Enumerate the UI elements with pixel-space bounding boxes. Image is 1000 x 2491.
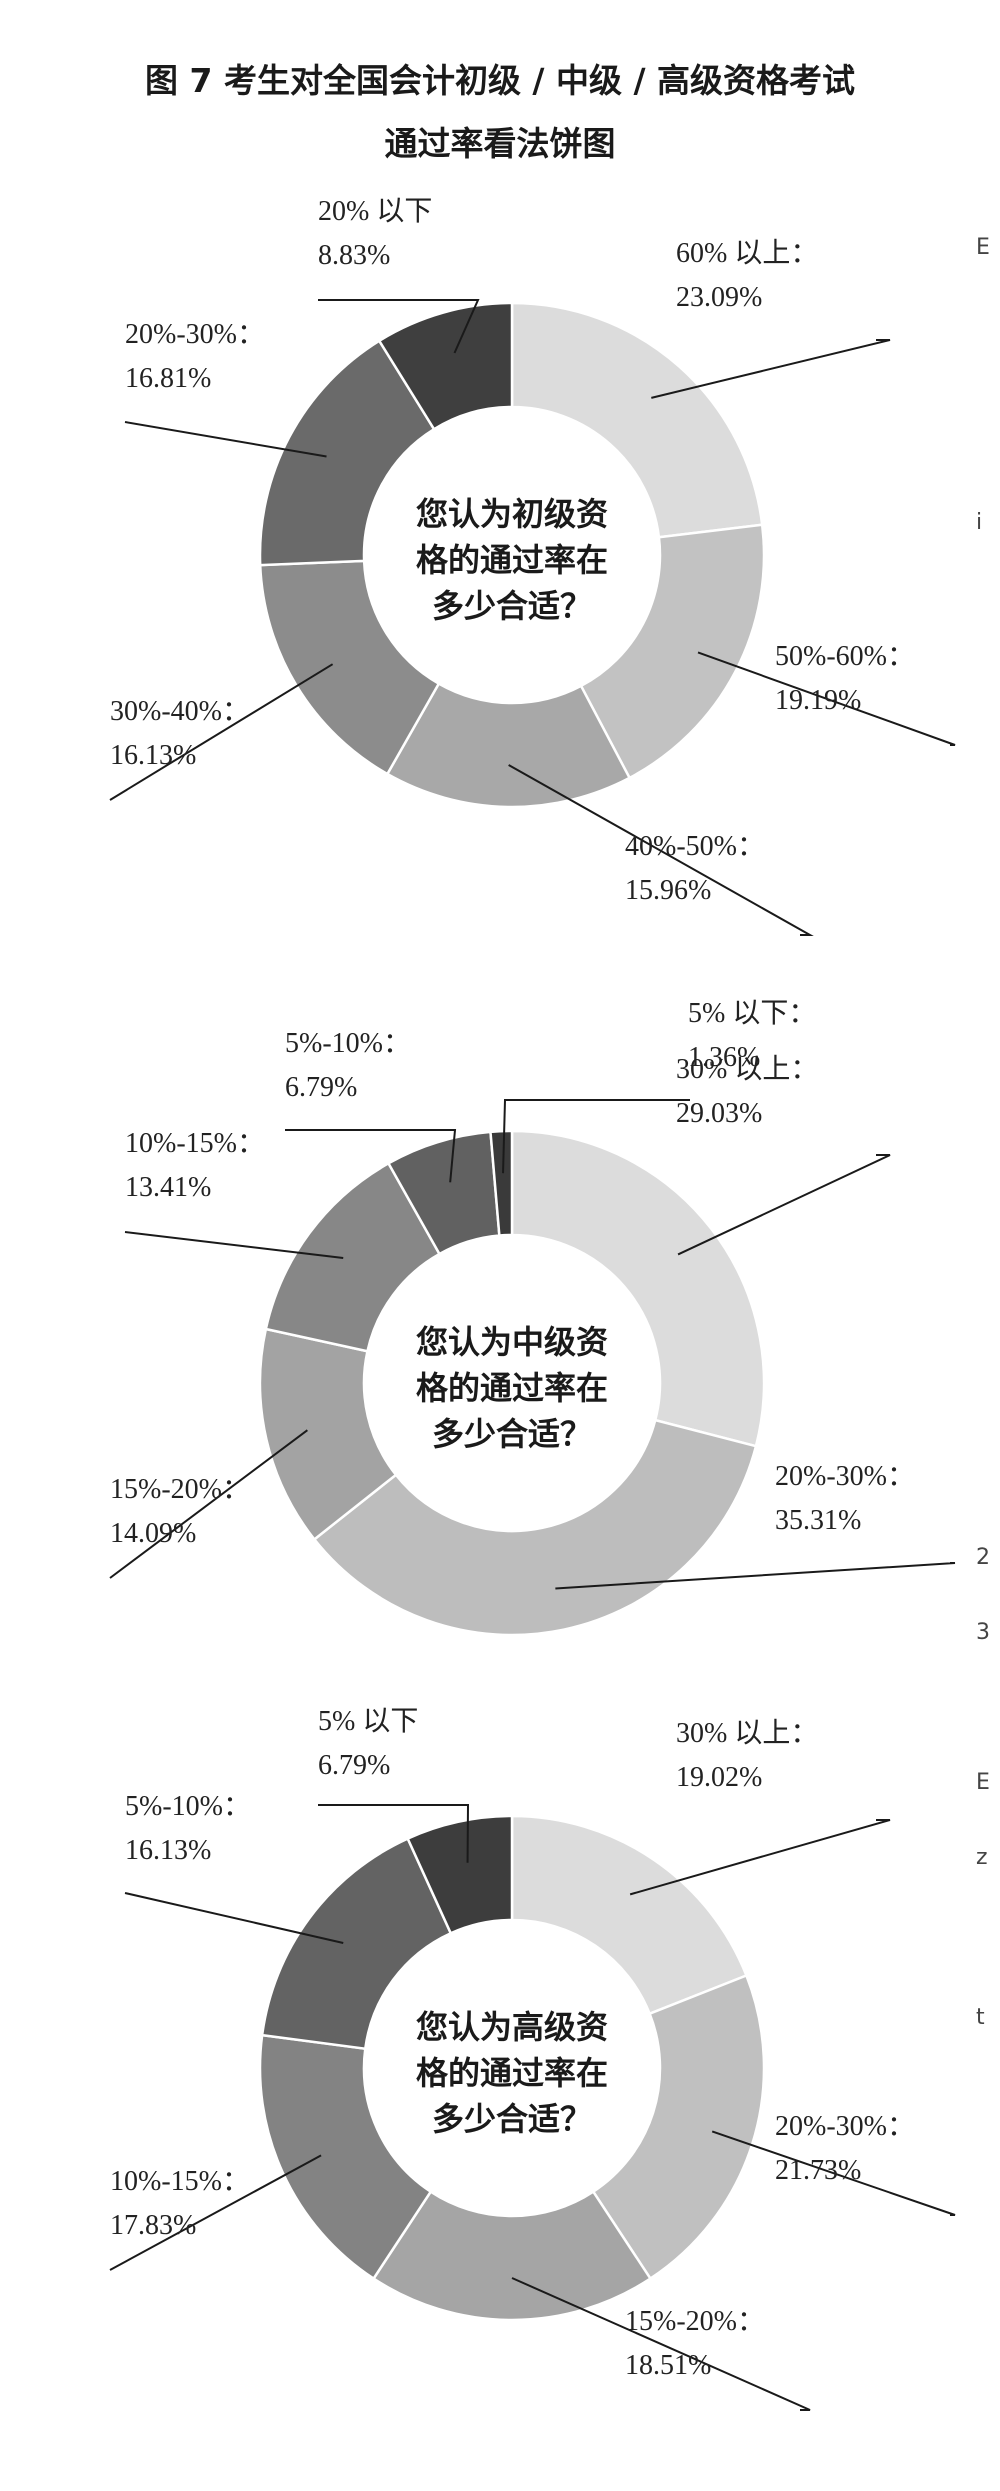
donut-center-text: 多少合适？	[432, 2100, 592, 2138]
slice-value-label: 29.03%	[676, 1098, 762, 1129]
slice-category-label: 50%-60%：	[775, 641, 915, 672]
figure-title-line1: 图 7 考生对全国会计初级 / 中级 / 高级资格考试	[145, 61, 855, 100]
slice-category-label: 5%-10%：	[125, 1791, 251, 1822]
slice-category-label: 20% 以下	[318, 196, 432, 227]
slice-category-label: 30% 以上：	[676, 1718, 818, 1749]
donut-slice	[371, 2189, 653, 2322]
edge-glyph: 3	[976, 1620, 990, 1645]
slice-value-label: 23.09%	[676, 282, 762, 313]
edge-glyph: t	[976, 2005, 985, 2030]
slice-category-label: 20%-30%：	[125, 319, 265, 350]
donut-slice	[406, 1814, 514, 1935]
slice-value-label: 13.41%	[125, 1172, 211, 1203]
slice-value-label: 16.13%	[110, 740, 196, 771]
slice-category-label: 30% 以上：	[676, 1054, 818, 1085]
edge-glyph: i	[976, 510, 983, 535]
slice-value-label: 6.79%	[318, 1750, 390, 1781]
slice-category-label: 20%-30%：	[775, 1461, 915, 1492]
charts-group: 60% 以上： 23.09% 50%-60%： 19.19% 40%-50%： 15.96…	[109, 196, 956, 2411]
donut-slice	[489, 1129, 514, 1237]
slice-category-label: 10%-15%：	[110, 2166, 250, 2197]
leader-line	[318, 1804, 470, 1863]
leader-line	[629, 1819, 891, 1896]
figure-title-line2: 通过率看法饼图	[385, 124, 616, 163]
slice-category-label: 15%-20%：	[625, 2306, 765, 2337]
slice-value-label: 8.83%	[318, 240, 390, 271]
leader-line	[124, 1231, 344, 1260]
slice-value-label: 18.51%	[625, 2350, 711, 2381]
leader-line	[555, 1562, 956, 1590]
slice-value-label: 15.96%	[625, 875, 711, 906]
slice-value-label: 16.13%	[125, 1835, 211, 1866]
donut-slice	[377, 301, 514, 431]
leader-line	[124, 421, 327, 458]
leader-line	[109, 663, 334, 801]
edge-glyph: 2	[976, 1545, 990, 1570]
slice-value-label: 6.79%	[285, 1072, 357, 1103]
donut-slice	[258, 2033, 433, 2281]
slice-value-label: 1.36%	[688, 1042, 760, 1073]
donut-slice	[260, 1836, 453, 2051]
donut-slice	[510, 1129, 766, 1448]
slice-value-label: 17.83%	[110, 2210, 196, 2241]
slice-category-label: 20%-30%：	[775, 2111, 915, 2142]
slice-category-label: 5%-10%：	[285, 1028, 411, 1059]
donut-slice	[591, 1973, 766, 2281]
slice-value-label: 14.09%	[110, 1518, 196, 1549]
donut-slice	[510, 301, 764, 539]
edge-glyph: E	[976, 1770, 990, 1795]
slice-category-label: 30%-40%：	[110, 696, 250, 727]
leader-line	[697, 651, 956, 746]
donut-center-text: 多少合适？	[432, 1415, 592, 1453]
leader-line	[677, 1154, 891, 1256]
donut-center-text: 您认为高级资	[416, 2008, 608, 2046]
donut-center-text: 格的通过率在	[416, 2054, 608, 2092]
leader-line	[651, 339, 891, 399]
leader-line	[511, 2277, 811, 2411]
edge-glyph: z	[976, 1845, 988, 1870]
donut-slice	[258, 559, 441, 776]
slice-value-label: 21.73%	[775, 2155, 861, 2186]
donut-slice	[579, 523, 766, 780]
donut-slice	[385, 681, 632, 809]
slice-category-label: 60% 以上：	[676, 238, 818, 269]
slice-value-label: 19.02%	[676, 1762, 762, 1793]
donut-slice	[510, 1814, 749, 2016]
slice-category-label: 10%-15%：	[125, 1128, 265, 1159]
donut-center-text: 格的通过率在	[416, 1369, 608, 1407]
donut-slice	[258, 339, 436, 567]
donut-center-text: 多少合适？	[432, 587, 592, 625]
leader-line	[711, 2130, 956, 2216]
slice-category-label: 15%-20%：	[110, 1474, 250, 1505]
leader-line	[109, 1429, 308, 1579]
leader-line	[318, 299, 480, 354]
donut-chart-2: 30% 以上： 29.03% 20%-30%： 35.31% 15%-20%： 14.09…	[109, 998, 956, 1637]
donut-center-text: 您认为中级资	[416, 1323, 608, 1361]
donut-chart-3: 30% 以上： 19.02% 20%-30%： 21.73% 15%-20%： 18.51…	[109, 1706, 956, 2411]
slice-category-label: 5% 以下	[318, 1706, 418, 1737]
slice-category-label: 40%-50%：	[625, 831, 765, 862]
donut-center-text: 格的通过率在	[416, 541, 608, 579]
slice-category-label: 5% 以下：	[688, 998, 816, 1029]
donut-center-text: 您认为初级资	[416, 495, 608, 533]
leader-line	[502, 1099, 690, 1174]
leader-line	[508, 764, 814, 936]
leader-line	[124, 1892, 344, 1944]
leader-line	[285, 1129, 457, 1183]
edge-glyph: E	[976, 235, 990, 260]
leader-line	[109, 2154, 322, 2271]
slice-value-label: 19.19%	[775, 685, 861, 716]
slice-value-label: 16.81%	[125, 363, 211, 394]
slice-value-label: 35.31%	[775, 1505, 861, 1536]
donut-chart-1: 60% 以上： 23.09% 50%-60%： 19.19% 40%-50%： 15.96…	[109, 196, 956, 936]
